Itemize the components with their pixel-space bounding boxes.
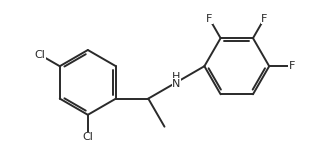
Text: F: F xyxy=(206,14,212,24)
Text: Cl: Cl xyxy=(35,50,45,60)
Text: F: F xyxy=(261,14,268,24)
Text: H: H xyxy=(172,72,181,82)
Text: F: F xyxy=(289,61,295,71)
Text: Cl: Cl xyxy=(82,132,93,142)
Text: N: N xyxy=(172,79,181,89)
